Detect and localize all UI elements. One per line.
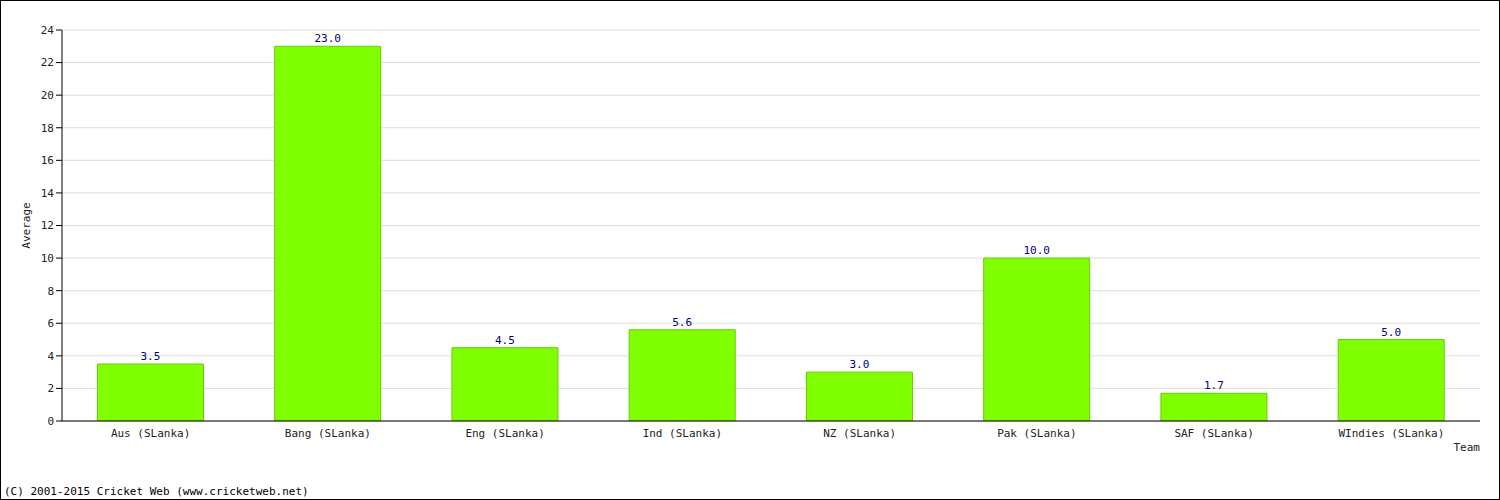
- svg-text:Aus (SLanka): Aus (SLanka): [111, 427, 190, 440]
- html-text:(C) 2001-2015 Cricket Web (www: (C) 2001-2015 Cricket Web (www.cricketwe…: [4, 485, 309, 498]
- svg-text:3.5: 3.5: [141, 350, 161, 363]
- svg-text:0: 0: [47, 415, 54, 428]
- svg-text:23.0: 23.0: [314, 32, 341, 45]
- svg-text:Ind (SLanka): Ind (SLanka): [643, 427, 722, 440]
- svg-text:Team: Team: [1454, 441, 1481, 454]
- svg-text:4: 4: [47, 350, 54, 363]
- svg-text:12: 12: [41, 219, 54, 232]
- svg-text:8: 8: [47, 285, 54, 298]
- svg-text:18: 18: [41, 122, 54, 135]
- svg-text:Average: Average: [20, 202, 33, 248]
- svg-text:22: 22: [41, 56, 54, 69]
- svg-text:SAF (SLanka): SAF (SLanka): [1174, 427, 1253, 440]
- svg-text:WIndies (SLanka): WIndies (SLanka): [1338, 427, 1444, 440]
- svg-text:Bang (SLanka): Bang (SLanka): [285, 427, 371, 440]
- svg-text:5.0: 5.0: [1381, 326, 1401, 339]
- svg-text:Eng (SLanka): Eng (SLanka): [465, 427, 544, 440]
- svg-text:16: 16: [41, 154, 54, 167]
- svg-text:Pak (SLanka): Pak (SLanka): [997, 427, 1076, 440]
- svg-text:NZ (SLanka): NZ (SLanka): [823, 427, 896, 440]
- svg-text:1.7: 1.7: [1204, 379, 1224, 392]
- svg-text:2: 2: [47, 382, 54, 395]
- svg-text:10.0: 10.0: [1023, 244, 1050, 257]
- svg-text:14: 14: [41, 187, 55, 200]
- svg-text:5.6: 5.6: [672, 316, 692, 329]
- svg-text:24: 24: [41, 24, 55, 37]
- svg-text:20: 20: [41, 89, 54, 102]
- svg-text:3.0: 3.0: [850, 358, 870, 371]
- svg-text:10: 10: [41, 252, 54, 265]
- svg-text:6: 6: [47, 317, 54, 330]
- svg-text:4.5: 4.5: [495, 334, 515, 347]
